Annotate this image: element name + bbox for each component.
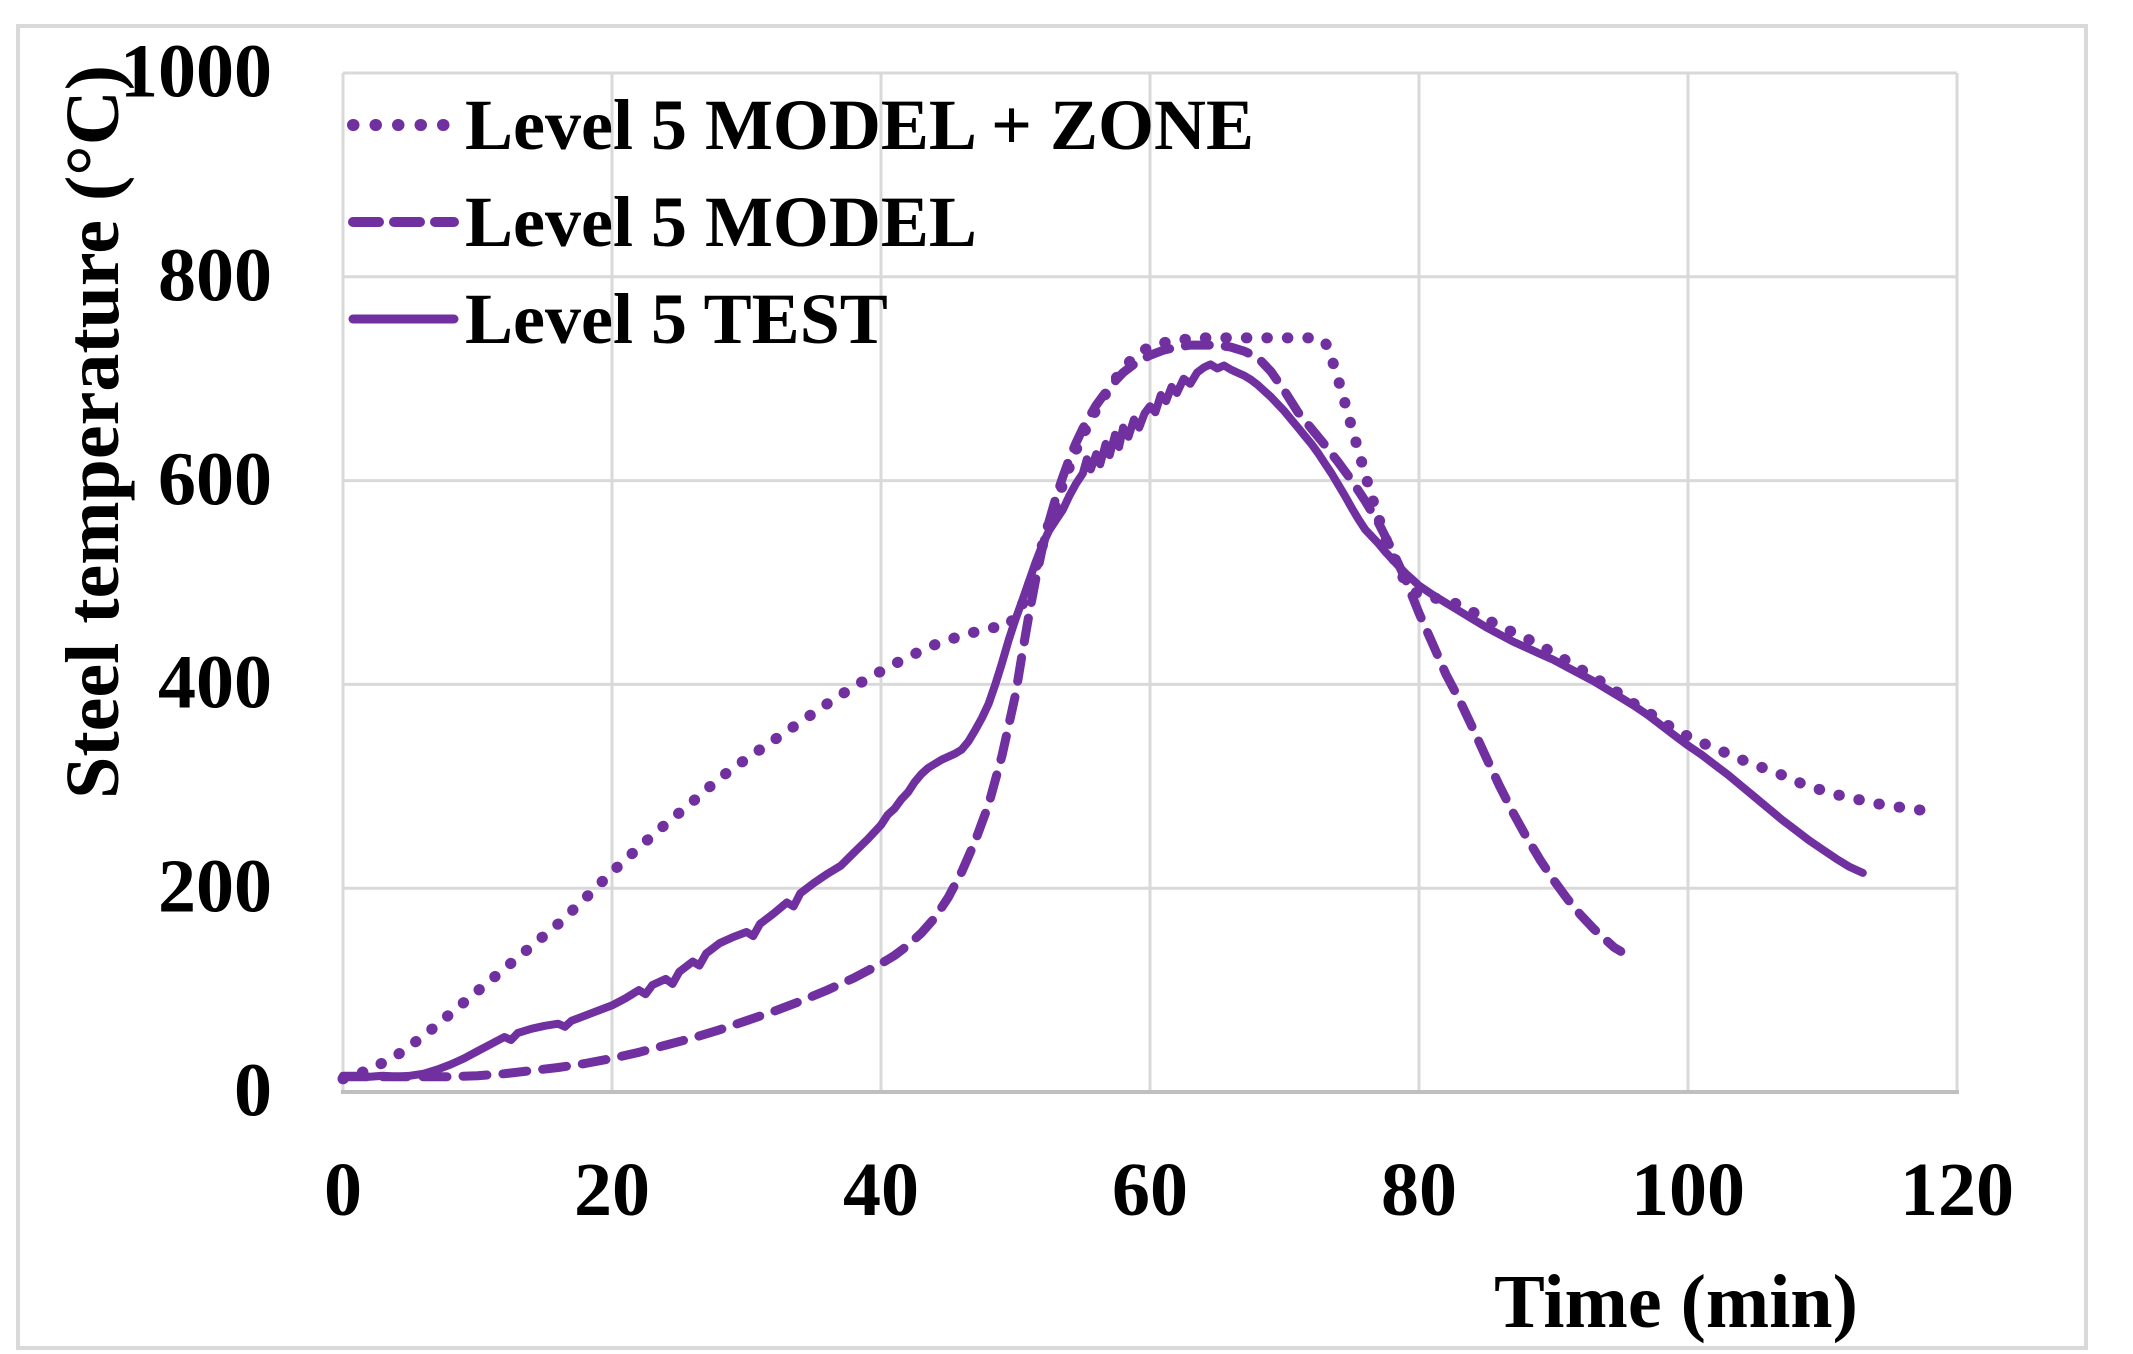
y-tick-label-600: 600: [158, 437, 272, 522]
x-tick-label-80: 80: [1381, 1148, 1457, 1232]
figure-border: [16, 24, 2088, 1350]
legend: Level 5 MODEL + ZONE Level 5 MODEL Level 5…: [346, 76, 1254, 367]
legend-label: Level 5 MODEL: [465, 181, 977, 262]
series-dotted-line: [337, 332, 1944, 1085]
legend-label: Level 5 TEST: [465, 278, 888, 359]
legend-dotted-marker-icon: [347, 118, 460, 131]
series-solid-line: [339, 360, 1867, 1081]
y-tick-label-400: 400: [158, 640, 272, 725]
legend-item-2: Level 5 MODEL: [346, 173, 1254, 270]
series-dashed-line: [338, 340, 1626, 1082]
y-tick-label-800: 800: [158, 233, 272, 318]
y-tick-label-0: 0: [234, 1048, 272, 1133]
x-tick-label-120: 120: [1900, 1148, 2014, 1232]
legend-item-1: Level 5 MODEL + ZONE: [346, 76, 1254, 173]
legend-label: Level 5 MODEL + ZONE: [465, 84, 1255, 165]
x-tick-label-60: 60: [1112, 1148, 1188, 1232]
x-tick-label-40: 40: [843, 1148, 919, 1232]
x-tick-label-0: 0: [324, 1148, 362, 1232]
x-axis-title: Time (min): [1494, 1260, 1858, 1344]
y-tick-label-200: 200: [158, 844, 272, 929]
y-tick-label-1000: 1000: [120, 29, 272, 114]
y-axis-title: Steel temperature (°C): [51, 65, 135, 799]
x-tick-label-20: 20: [574, 1148, 650, 1232]
legend-dashed-marker-icon: [348, 216, 459, 227]
legend-item-3: Level 5 TEST: [346, 270, 1254, 367]
legend-solid-marker-icon: [348, 314, 459, 323]
x-tick-label-100: 100: [1631, 1148, 1745, 1232]
